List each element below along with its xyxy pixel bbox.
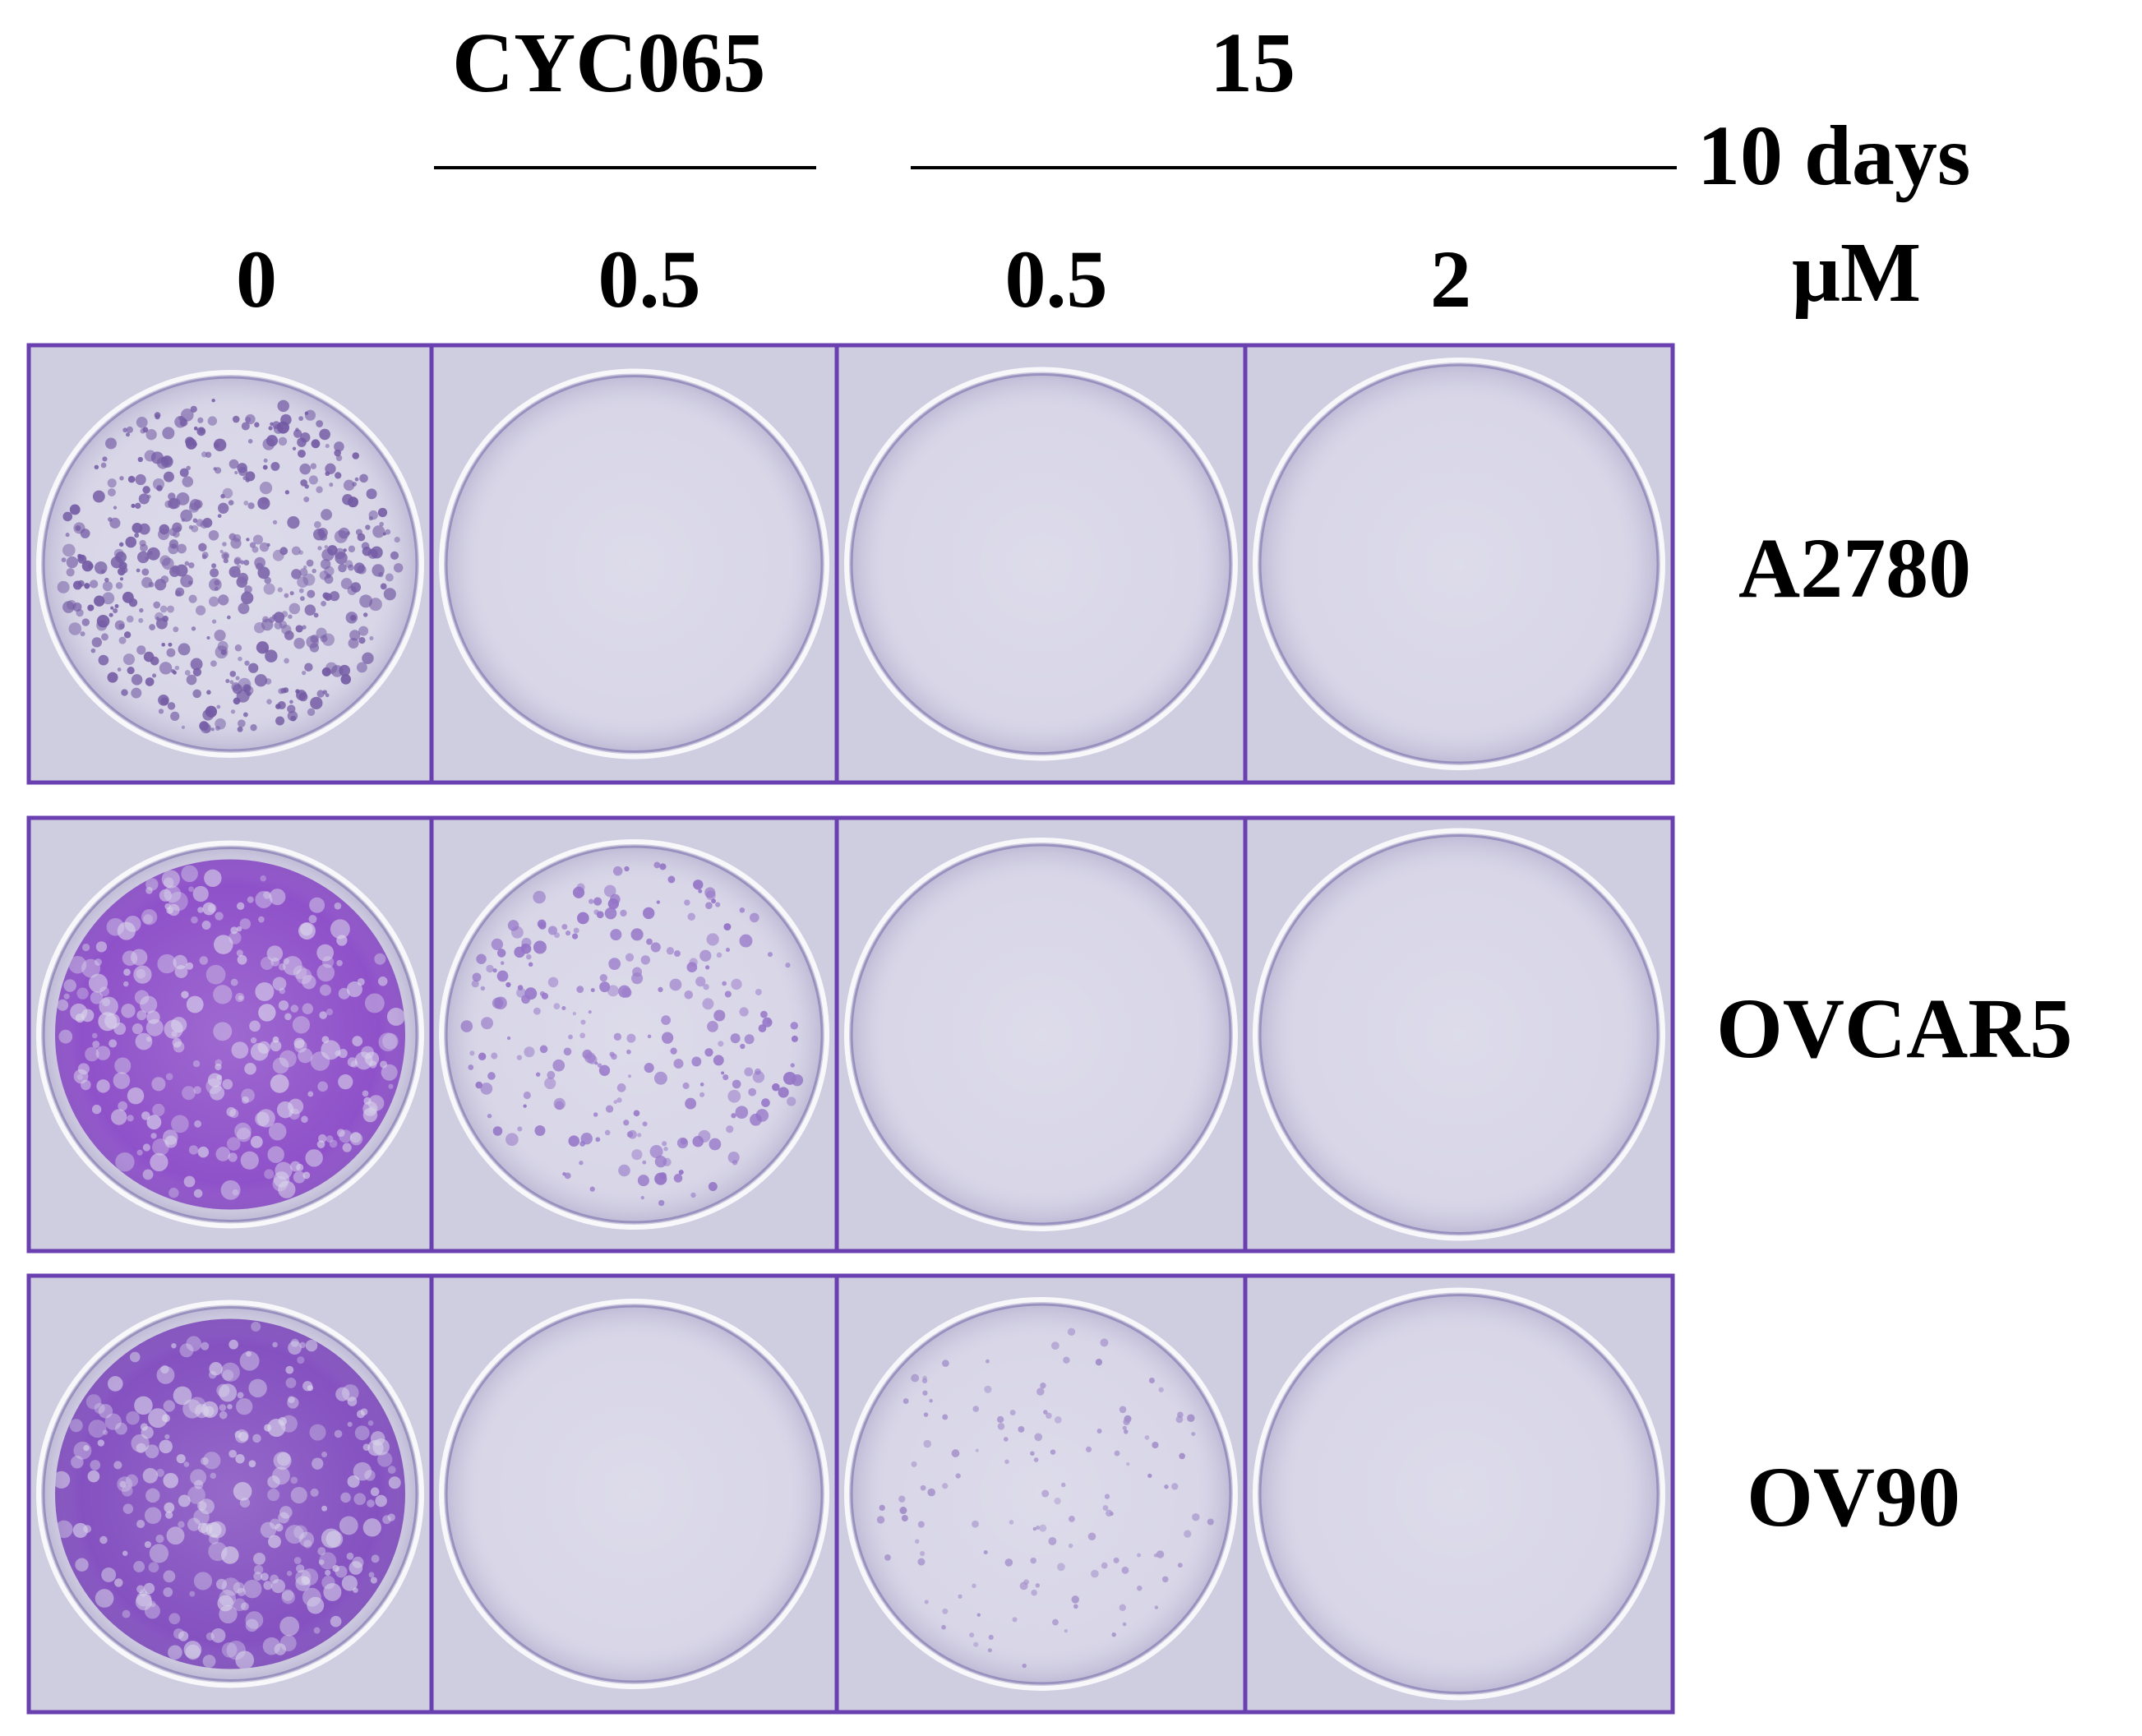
well-tile [1243, 343, 1675, 785]
dose-label: 2 [1430, 233, 1471, 325]
cell-line-label: A2780 [1738, 521, 1972, 616]
well-tile [1243, 815, 1675, 1254]
group-line-15 [911, 166, 1677, 169]
well-tile [429, 815, 839, 1254]
dose-label: 0.5 [1004, 233, 1108, 325]
well-tile [834, 815, 1248, 1254]
well-tile [429, 343, 839, 785]
well-tile [26, 1273, 434, 1715]
dose-label: 0.5 [598, 233, 701, 325]
cell-line-label: OVCAR5 [1716, 981, 2073, 1076]
well-tile [429, 1273, 839, 1715]
well-tile [1243, 1273, 1675, 1715]
well-tile [834, 343, 1248, 785]
well-tile [26, 815, 434, 1254]
drug-label-15: 15 [1210, 16, 1295, 110]
dose-label: 0 [236, 233, 277, 325]
well-tile [834, 1273, 1248, 1715]
well-tile [26, 343, 434, 785]
group-line-cyc065 [434, 166, 816, 169]
duration-label: 10 days [1697, 108, 1971, 203]
cell-line-label: OV90 [1747, 1450, 1960, 1544]
drug-label-cyc065: CYC065 [452, 16, 766, 110]
unit-label: μM [1792, 225, 1922, 320]
